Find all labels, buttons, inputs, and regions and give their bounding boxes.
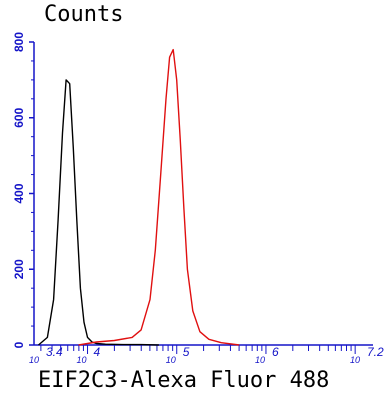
x-tick-exponent: 3.4 [46,345,63,359]
x-axis-title: EIF2C3-Alexa Fluor 488 [38,368,330,393]
x-tick-base: 10 [255,355,265,365]
x-tick-exponent: 6 [272,345,279,359]
x-tick-exponent: 5 [183,345,190,359]
x-tick-exponent: 4 [94,345,101,359]
x-tick-base: 10 [166,355,176,365]
y-tick-label: 800 [12,32,26,52]
y-tick-label: 600 [12,107,26,127]
y-tick-label: 200 [12,259,26,279]
y-tick-label: 400 [12,183,26,203]
x-tick-base: 10 [77,355,87,365]
y-axis-title: Counts [44,2,124,27]
x-tick-base: 10 [29,355,39,365]
axes [33,42,373,346]
x-tick-exponent: 7.2 [367,345,384,359]
x-ticks: 10 3.4 10 4 10 5 10 6 10 7.2 [29,345,384,365]
y-ticks: 0 200 400 600 800 [12,32,34,348]
sample-histogram-line [78,48,240,346]
x-tick-base: 10 [350,355,360,365]
series-group [38,48,240,346]
control-histogram-line [38,79,159,346]
y-tick-label: 0 [12,341,26,348]
